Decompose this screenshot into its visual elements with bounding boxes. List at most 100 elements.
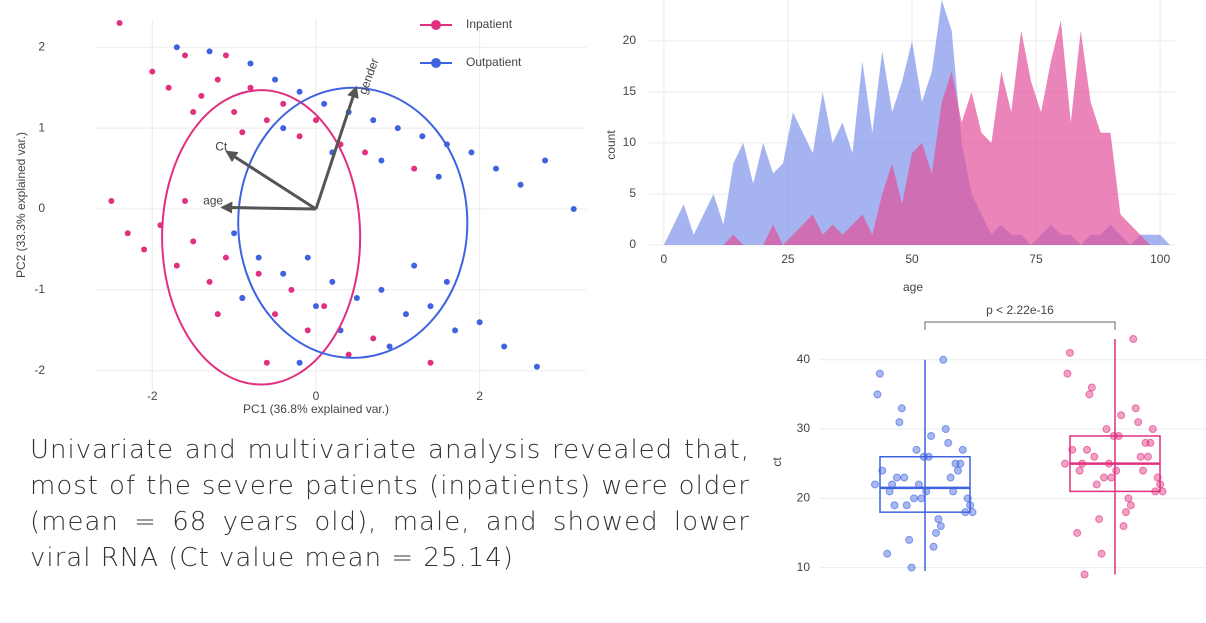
- jitter-point: [1101, 474, 1108, 481]
- jitter-point: [1120, 523, 1127, 530]
- point: [207, 48, 213, 54]
- point: [215, 77, 221, 83]
- jitter-point: [954, 467, 961, 474]
- jitter-point: [1081, 571, 1088, 578]
- x-axis-label: PC1 (36.8% explained var.): [243, 402, 389, 416]
- jitter-point: [959, 446, 966, 453]
- point: [321, 101, 327, 107]
- jitter-point: [940, 356, 947, 363]
- y-tick-label: -2: [34, 363, 45, 377]
- y-tick-label: 30: [797, 421, 811, 435]
- point: [370, 117, 376, 123]
- point: [141, 246, 147, 252]
- point: [182, 198, 188, 204]
- point: [444, 279, 450, 285]
- y-tick-label: 0: [629, 237, 636, 251]
- jitter-point: [1127, 502, 1134, 509]
- jitter-point: [911, 495, 918, 502]
- point: [280, 125, 286, 131]
- point: [534, 364, 540, 370]
- point: [256, 271, 262, 277]
- y-tick-label: 20: [623, 33, 637, 47]
- point: [419, 133, 425, 139]
- jitter-point: [957, 460, 964, 467]
- jitter-point: [937, 523, 944, 530]
- y-axis-label: count: [604, 130, 618, 160]
- point: [477, 319, 483, 325]
- jitter-point: [918, 495, 925, 502]
- point: [313, 303, 319, 309]
- x-tick-label: 0: [313, 389, 320, 403]
- point: [264, 360, 270, 366]
- loading-arrow: [316, 90, 355, 209]
- confidence-ellipse: [162, 90, 360, 384]
- jitter-point: [1140, 467, 1147, 474]
- legend-label: Inpatient: [466, 17, 513, 31]
- point: [378, 287, 384, 293]
- x-tick-label: -2: [147, 389, 158, 403]
- point: [362, 149, 368, 155]
- point: [297, 133, 303, 139]
- jitter-point: [1122, 509, 1129, 516]
- jitter-point: [913, 446, 920, 453]
- caption: Univariate and multivariate analysis rev…: [30, 432, 750, 576]
- y-tick-label: 40: [797, 352, 811, 366]
- point: [272, 77, 278, 83]
- jitter-point: [872, 481, 879, 488]
- point: [297, 89, 303, 95]
- y-tick-label: 5: [629, 186, 636, 200]
- jitter-point: [1086, 391, 1093, 398]
- point: [149, 69, 155, 75]
- point: [436, 174, 442, 180]
- loading-label: Ct: [215, 139, 228, 153]
- jitter-point: [903, 502, 910, 509]
- point: [378, 158, 384, 164]
- point: [403, 311, 409, 317]
- jitter-point: [945, 439, 952, 446]
- point: [174, 44, 180, 50]
- point: [329, 279, 335, 285]
- x-axis-label: age: [903, 280, 923, 294]
- page: -202-2-1012PC1 (36.8% explained var.)PC2…: [0, 0, 1206, 623]
- jitter-point: [1113, 467, 1120, 474]
- point: [239, 129, 245, 135]
- point: [280, 271, 286, 277]
- point: [428, 303, 434, 309]
- x-tick-label: 75: [1029, 252, 1043, 266]
- point: [468, 149, 474, 155]
- y-axis-label: PC2 (33.3% explained var.): [14, 132, 28, 278]
- point: [452, 327, 458, 333]
- jitter-point: [947, 474, 954, 481]
- y-tick-label: 10: [797, 560, 811, 574]
- p-value: p < 2.22e-16: [986, 303, 1054, 317]
- point: [207, 279, 213, 285]
- jitter-point: [1076, 467, 1083, 474]
- point: [198, 93, 204, 99]
- point: [231, 109, 237, 115]
- point: [231, 230, 237, 236]
- point: [280, 101, 286, 107]
- jitter-point: [874, 391, 881, 398]
- point: [247, 60, 253, 66]
- jitter-point: [1125, 495, 1132, 502]
- point: [190, 238, 196, 244]
- point: [190, 109, 196, 115]
- loading-arrow: [229, 153, 316, 209]
- point: [223, 255, 229, 261]
- point: [272, 311, 278, 317]
- jitter-point: [1135, 419, 1142, 426]
- jitter-point: [935, 516, 942, 523]
- jitter-point: [908, 564, 915, 571]
- x-tick-label: 100: [1150, 252, 1170, 266]
- legend-dot: [431, 20, 441, 30]
- x-tick-label: 50: [905, 252, 919, 266]
- jitter-point: [898, 405, 905, 412]
- point: [215, 311, 221, 317]
- jitter-point: [1098, 550, 1105, 557]
- point: [288, 287, 294, 293]
- point: [321, 303, 327, 309]
- point: [387, 344, 393, 350]
- point: [256, 255, 262, 261]
- point: [166, 85, 172, 91]
- loading-arrow: [225, 207, 316, 209]
